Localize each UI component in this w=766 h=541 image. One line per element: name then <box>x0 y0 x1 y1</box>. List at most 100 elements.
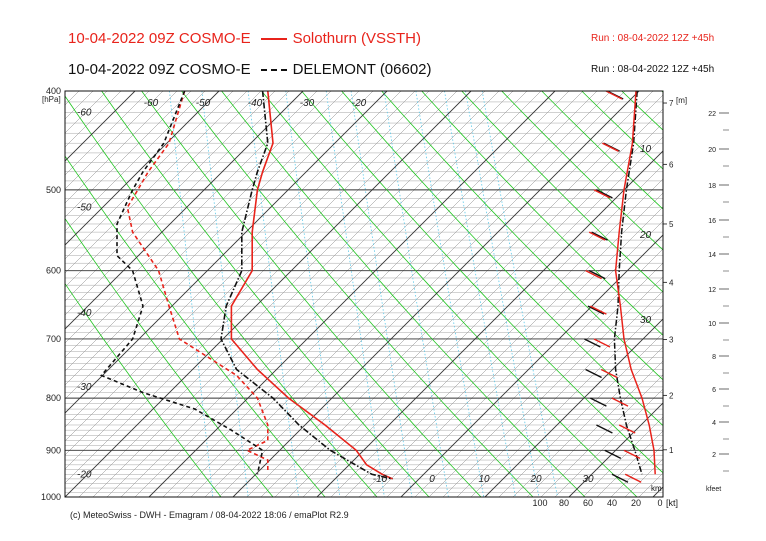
solothurn-wind-barb <box>623 449 641 459</box>
hatch-line <box>106 91 514 497</box>
hatch-line <box>737 91 766 497</box>
hatch-line <box>596 430 663 497</box>
wind-tick-label: 0 <box>657 498 662 508</box>
isotherm <box>65 91 388 414</box>
hatch-line <box>330 164 663 497</box>
hatch-line <box>92 91 500 497</box>
hatch-line <box>65 91 66 92</box>
hatch-line <box>288 122 663 497</box>
delemont-wind-barb <box>596 189 613 199</box>
mixing-ratio-line <box>169 91 214 497</box>
wind-tick-label: 100 <box>532 498 547 508</box>
kfeet-tick-label: 14 <box>708 252 716 259</box>
kfeet-tick-label: 10 <box>708 321 716 328</box>
dry-adiabat <box>301 91 663 474</box>
title-solothurn-date-model: 10-04-2022 09Z COSMO-E <box>68 30 251 47</box>
temperature-tick-label: 10 <box>478 474 490 485</box>
pressure-tick-label: 600 <box>46 266 61 276</box>
hatch-line <box>65 91 80 106</box>
hatch-line <box>65 91 108 134</box>
dry-adiabat <box>742 91 766 497</box>
wind-axis-unit: [kt] <box>666 498 678 508</box>
mixing-ratio-line <box>350 91 413 497</box>
hatch-line <box>134 91 542 497</box>
hatch-line <box>358 192 663 497</box>
dry-adiabat <box>421 91 663 336</box>
isotherm <box>65 91 472 497</box>
hatch-line <box>65 91 402 428</box>
hatch-line <box>65 91 290 316</box>
dry-adiabat <box>221 91 586 497</box>
hatch-line <box>65 91 234 260</box>
kfeet-tick-label: 16 <box>708 218 716 225</box>
hatch-line <box>0 91 51 497</box>
hatch-line <box>667 91 766 497</box>
isotherm <box>400 234 663 497</box>
temperature-top-label: -50 <box>196 98 211 109</box>
isotherm <box>0 91 51 497</box>
hatch-line <box>554 388 663 497</box>
solothurn-wind-barb <box>624 473 642 483</box>
hatch-line <box>428 262 663 497</box>
dry-adiabat <box>181 91 534 497</box>
mixing-ratio-line <box>201 91 249 497</box>
solothurn-wind-barb <box>593 338 611 348</box>
kfeet-tick-label: 18 <box>708 183 716 190</box>
pressure-axis-label: [hPa] <box>42 95 61 104</box>
delemont-wind-barb <box>587 305 605 315</box>
hatch-line <box>681 91 766 497</box>
km-tick-label: 7 <box>669 99 674 108</box>
hatch-line <box>65 91 122 148</box>
hatch-line <box>176 91 584 497</box>
isotherm <box>65 91 304 330</box>
hatch-line <box>65 91 318 344</box>
mixing-ratio-line <box>247 91 299 497</box>
hatch-line <box>65 91 416 442</box>
hatch-line <box>0 91 23 497</box>
hatch-line <box>512 346 663 497</box>
isotherm <box>65 91 136 162</box>
isotherm <box>232 91 640 497</box>
isotherm-edge-label: -40 <box>77 308 92 319</box>
hatch-line <box>65 91 346 372</box>
footer-copyright: (c) MeteoSwiss - DWH - Emagram / 08-04-2… <box>70 510 349 520</box>
hatch-line <box>65 91 430 456</box>
km-tick-label: 2 <box>669 391 674 400</box>
dry-adiabat <box>261 91 638 497</box>
dry-adiabat <box>381 91 663 381</box>
hatch-line <box>120 91 528 497</box>
isotherm-edge-label: -50 <box>77 202 92 213</box>
solothurn-dewpoint-line <box>126 91 269 472</box>
run-info-delemont: Run : 08-04-2022 12Z +45h <box>591 64 715 75</box>
dry-adiabat <box>501 91 663 251</box>
title-delemont-station: DELEMONT (06602) <box>292 61 432 78</box>
delemont-temperature-line <box>220 91 393 480</box>
isotherm <box>316 150 663 497</box>
dry-adiabat <box>65 282 222 497</box>
isotherm-edge-label: -60 <box>77 108 92 119</box>
hatch-line <box>65 91 458 484</box>
run-info-solothurn: Run : 08-04-2022 12Z +45h <box>591 33 715 44</box>
hatch-line <box>274 108 663 497</box>
pressure-tick-label: 700 <box>46 334 61 344</box>
km-tick-label: 5 <box>669 220 674 229</box>
hatch-line <box>442 276 663 497</box>
delemont-wind-barb <box>591 231 608 241</box>
dry-adiabat <box>141 91 482 497</box>
hatch-line <box>386 220 663 497</box>
solothurn-wind-barb <box>611 397 629 407</box>
km-tick-label: 4 <box>669 278 674 287</box>
isotherm <box>737 91 766 497</box>
dry-adiabat <box>581 91 663 170</box>
temperature-tick-label: 30 <box>582 474 594 485</box>
dry-adiabat <box>65 155 326 497</box>
hatch-line <box>751 91 766 497</box>
hatch-line <box>526 360 663 497</box>
hatch-line <box>498 332 663 497</box>
hatch-line <box>65 91 444 470</box>
hatch-line <box>65 91 192 218</box>
pressure-tick-label: 400 <box>46 86 61 96</box>
hatch-line <box>65 91 164 190</box>
mixing-ratio-label: 20 <box>639 230 652 241</box>
